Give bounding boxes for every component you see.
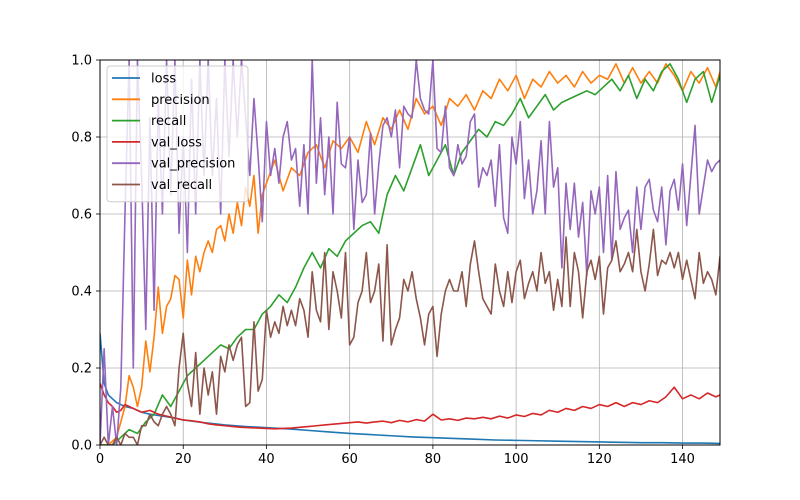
legend-label: loss (151, 72, 176, 87)
legend-label: precision (151, 93, 210, 108)
legend-label: val_precision (151, 157, 235, 172)
series-line-recall (100, 63, 720, 445)
x-tick-label: 40 (258, 452, 275, 467)
plot-frame (99, 59, 721, 446)
series-line-val-recall (100, 228, 720, 445)
y-tick-label: 0.2 (71, 362, 92, 377)
x-tick-label: 60 (341, 452, 358, 467)
legend-label: val_loss (151, 135, 202, 150)
y-tick-label: 0.6 (71, 208, 92, 223)
legend-box (106, 65, 249, 203)
x-tick-label: 80 (425, 452, 442, 467)
y-tick-label: 1.0 (71, 54, 92, 69)
x-tick-label: 120 (587, 452, 612, 467)
x-tick-label: 100 (504, 452, 529, 467)
y-tick-label: 0.4 (71, 285, 92, 300)
series-line-precision (100, 63, 720, 445)
x-axis: 0 20 40 60 80 100 120 140 (96, 445, 695, 467)
y-tick-label: 0.8 (71, 131, 92, 146)
y-tick-label: 0.0 (71, 439, 92, 454)
series-line-val-loss (100, 383, 720, 430)
x-tick-label: 20 (175, 452, 192, 467)
legend: loss precision recall val_loss val_precision… (106, 65, 249, 203)
legend-label: recall (151, 114, 186, 129)
legend-label: val_recall (151, 178, 212, 193)
y-axis: 0.0 0.2 0.4 0.6 0.8 1.0 (71, 54, 100, 454)
series-line-loss (100, 333, 720, 445)
x-tick-label: 0 (96, 452, 104, 467)
x-tick-label: 140 (670, 452, 695, 467)
